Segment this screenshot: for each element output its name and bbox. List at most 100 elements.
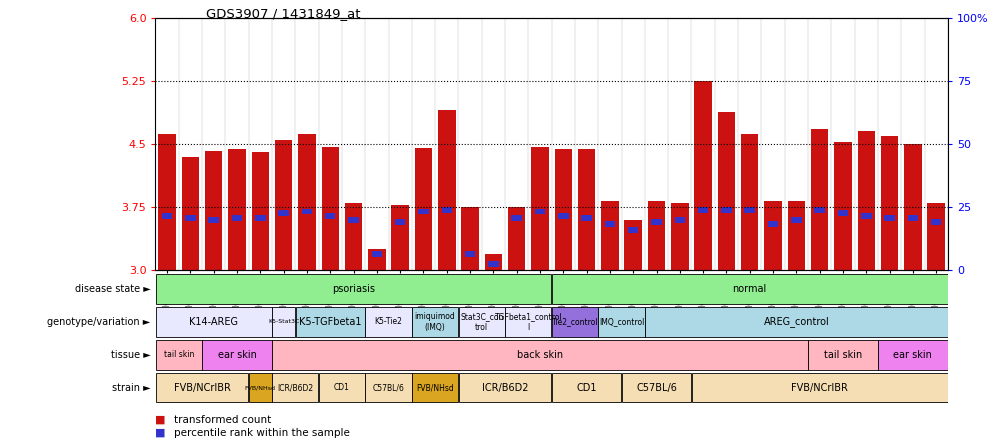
Bar <box>581 215 591 221</box>
Bar <box>231 215 242 221</box>
Text: tissue ►: tissue ► <box>110 350 150 360</box>
Bar <box>884 215 894 221</box>
Text: ■: ■ <box>155 415 165 424</box>
Bar <box>441 207 452 213</box>
Bar <box>810 129 828 270</box>
Bar <box>185 215 195 221</box>
Text: genotype/variation ►: genotype/variation ► <box>47 317 150 327</box>
Bar <box>621 373 690 402</box>
Bar <box>345 203 362 270</box>
Bar <box>181 157 199 270</box>
Bar <box>551 373 620 402</box>
Bar <box>365 307 411 337</box>
Bar <box>325 213 335 218</box>
Text: imiquimod
(IMQ): imiquimod (IMQ) <box>415 312 455 332</box>
Text: FVB/NHsd: FVB/NHsd <box>416 383 454 392</box>
Bar <box>412 373 458 402</box>
Bar <box>507 207 525 270</box>
Text: ICR/B6D2: ICR/B6D2 <box>277 383 313 392</box>
Bar <box>907 215 917 221</box>
Bar <box>458 373 551 402</box>
Bar <box>534 209 545 214</box>
Bar <box>414 148 432 270</box>
Bar <box>927 203 944 270</box>
Text: ■: ■ <box>155 428 165 438</box>
Bar <box>857 131 874 270</box>
Bar <box>155 274 551 304</box>
Bar <box>161 213 172 218</box>
Text: tail skin: tail skin <box>163 350 193 359</box>
Bar <box>202 340 272 369</box>
Bar <box>279 210 289 216</box>
Text: FVB/NCrIBR: FVB/NCrIBR <box>173 383 230 392</box>
Bar <box>814 207 824 213</box>
Bar <box>600 201 618 270</box>
Bar <box>298 134 316 270</box>
Bar <box>458 307 504 337</box>
Bar <box>365 373 411 402</box>
Bar <box>505 307 551 337</box>
Bar <box>577 149 595 270</box>
Bar <box>674 217 684 223</box>
Bar <box>551 274 947 304</box>
Bar <box>272 307 295 337</box>
Text: transformed count: transformed count <box>173 415 271 424</box>
Text: K5-TGFbeta1: K5-TGFbeta1 <box>299 317 361 327</box>
Text: K14-AREG: K14-AREG <box>189 317 238 327</box>
Text: CD1: CD1 <box>334 383 350 392</box>
Bar <box>155 373 248 402</box>
Text: AREG_control: AREG_control <box>763 317 829 327</box>
Bar <box>644 307 947 337</box>
Text: ICR/B6D2: ICR/B6D2 <box>481 383 528 392</box>
Bar <box>768 221 778 227</box>
Bar <box>764 201 781 270</box>
Bar <box>348 217 359 223</box>
Bar <box>717 112 734 270</box>
Bar <box>464 250 475 257</box>
Bar <box>697 207 707 213</box>
Bar <box>488 261 498 266</box>
Bar <box>691 373 947 402</box>
Bar <box>598 307 644 337</box>
Bar <box>531 147 548 270</box>
Bar <box>204 151 222 270</box>
Bar <box>368 250 385 270</box>
Bar <box>624 220 641 270</box>
Text: tail skin: tail skin <box>823 350 862 360</box>
Bar <box>880 136 898 270</box>
Bar <box>627 227 638 233</box>
Bar <box>275 140 293 270</box>
Bar <box>903 144 921 270</box>
Text: psoriasis: psoriasis <box>332 284 375 294</box>
Text: percentile rank within the sample: percentile rank within the sample <box>173 428 349 438</box>
Bar <box>155 340 201 369</box>
Bar <box>418 209 428 214</box>
Text: FVB/NHsd: FVB/NHsd <box>244 385 276 390</box>
Bar <box>412 307 458 337</box>
Bar <box>557 213 568 218</box>
Bar <box>554 149 571 270</box>
Bar <box>808 340 877 369</box>
Bar <box>670 203 688 270</box>
Bar <box>604 221 614 227</box>
Text: CD1: CD1 <box>576 383 596 392</box>
Text: ear skin: ear skin <box>893 350 932 360</box>
Bar <box>272 373 318 402</box>
Bar <box>484 254 502 270</box>
Bar <box>208 217 218 223</box>
Text: normal: normal <box>731 284 767 294</box>
Text: disease state ►: disease state ► <box>74 284 150 294</box>
Bar <box>391 205 409 270</box>
Bar <box>720 207 730 213</box>
Bar <box>740 134 758 270</box>
Bar <box>228 149 245 270</box>
Bar <box>272 340 807 369</box>
Text: GDS3907 / 1431849_at: GDS3907 / 1431849_at <box>205 7 360 20</box>
Bar <box>155 307 272 337</box>
Text: C57BL/6: C57BL/6 <box>635 383 676 392</box>
Text: IMQ_control: IMQ_control <box>598 317 643 326</box>
Text: TGFbeta1_control
l: TGFbeta1_control l <box>494 312 561 332</box>
Bar <box>743 207 755 213</box>
Bar <box>322 147 339 270</box>
Bar <box>834 143 851 270</box>
